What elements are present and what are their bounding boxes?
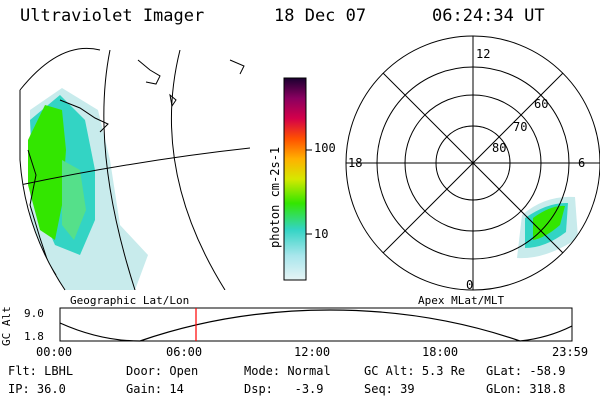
altitude-ytick-1_8: 1.8 bbox=[24, 330, 44, 343]
gc-alt-info: GC Alt: 5.3 Re bbox=[364, 364, 465, 378]
instrument-title: Ultraviolet Imager bbox=[20, 6, 205, 26]
glat-value: -58.9 bbox=[529, 364, 566, 378]
seq-value: 39 bbox=[400, 382, 415, 396]
dsp-value: -3.9 bbox=[294, 382, 324, 396]
dsp-info: Dsp: -3.9 bbox=[244, 382, 324, 396]
gc-alt-label: GC Alt: bbox=[364, 364, 415, 378]
mlt-label-6: 6 bbox=[578, 156, 586, 170]
glon-label: GLon: bbox=[486, 382, 523, 396]
geographic-label: Geographic Lat/Lon bbox=[70, 294, 190, 307]
seq-info: Seq: 39 bbox=[364, 382, 415, 396]
time-tick: 18:00 bbox=[422, 345, 459, 359]
date-label: 18 Dec 07 bbox=[274, 6, 367, 26]
mode-info: Mode: Normal bbox=[244, 364, 331, 378]
door-label: Door: bbox=[126, 364, 163, 378]
gain-value: 14 bbox=[169, 382, 184, 396]
polar-plot bbox=[345, 35, 600, 291]
lat-label-70: 70 bbox=[513, 120, 528, 134]
dsp-label: Dsp: bbox=[244, 382, 273, 396]
gain-info: Gain: 14 bbox=[126, 382, 184, 396]
lat-label-80: 80 bbox=[492, 141, 507, 155]
mode-value: Normal bbox=[287, 364, 331, 378]
gc-alt-value: 5.3 Re bbox=[421, 364, 466, 378]
filter-label: Flt: bbox=[8, 364, 37, 378]
mlt-label-0: 0 bbox=[466, 278, 474, 292]
lat-label-60: 60 bbox=[534, 97, 549, 111]
colorbar-tick-10: 10 bbox=[314, 227, 329, 241]
colorbar-unit-label: photon cm-2s-1 bbox=[268, 146, 282, 248]
seq-label: Seq: bbox=[364, 382, 393, 396]
altitude-ytick-9: 9.0 bbox=[24, 307, 44, 320]
colorbar-tick-100: 100 bbox=[314, 141, 336, 155]
mlt-label-12: 12 bbox=[476, 47, 491, 61]
filter-value: LBHL bbox=[44, 364, 74, 378]
ip-value: 36.0 bbox=[36, 382, 66, 396]
time-tick: 00:00 bbox=[36, 345, 73, 359]
glat-label: GLat: bbox=[486, 364, 523, 378]
gain-label: Gain: bbox=[126, 382, 163, 396]
ip-label: IP: bbox=[8, 382, 30, 396]
time-tick: 06:00 bbox=[166, 345, 203, 359]
mlt-label-18: 18 bbox=[348, 156, 363, 170]
geographic-map bbox=[20, 49, 250, 290]
door-info: Door: Open bbox=[126, 364, 198, 378]
door-value: Open bbox=[169, 364, 199, 378]
time-label: 06:24:34 UT bbox=[432, 6, 545, 26]
glon-info: GLon: 318.8 bbox=[486, 382, 565, 396]
glat-info: GLat: -58.9 bbox=[486, 364, 565, 378]
filter-info: Flt: LBHL bbox=[8, 364, 73, 378]
colorbar bbox=[283, 77, 307, 281]
mode-label: Mode: bbox=[244, 364, 281, 378]
ip-info: IP: 36.0 bbox=[8, 382, 66, 396]
aurora-geo bbox=[28, 88, 148, 290]
altitude-plot bbox=[59, 307, 573, 342]
glon-value: 318.8 bbox=[529, 382, 566, 396]
time-tick: 12:00 bbox=[294, 345, 331, 359]
apex-label: Apex MLat/MLT bbox=[418, 294, 505, 307]
time-tick: 23:59 bbox=[552, 345, 589, 359]
altitude-ylabel: GC Alt bbox=[0, 306, 13, 346]
